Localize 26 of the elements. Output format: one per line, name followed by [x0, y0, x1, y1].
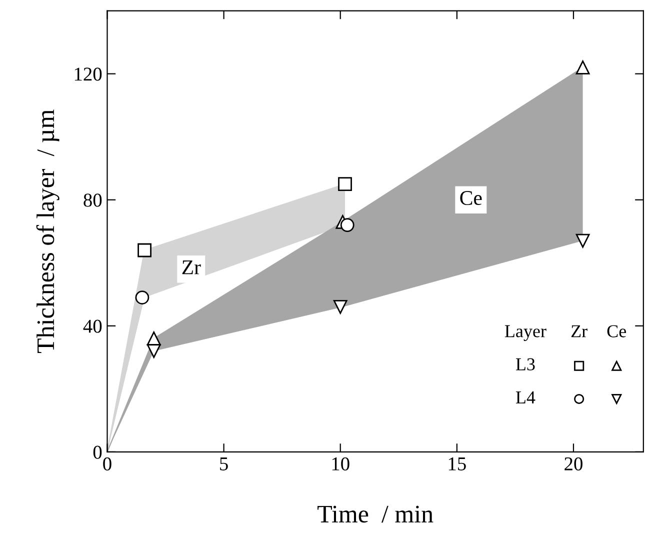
point	[333, 300, 348, 314]
point	[135, 290, 150, 304]
point	[338, 177, 352, 192]
y-tick-label: 120	[74, 68, 102, 81]
point	[138, 243, 152, 258]
y-tick-label: 80	[84, 194, 102, 207]
annotation: Zr	[571, 325, 588, 338]
x-tick-label: 10	[332, 457, 350, 470]
point	[576, 60, 590, 74]
y-tick-label: 40	[83, 320, 102, 333]
x-tick-label: 5	[220, 458, 228, 470]
x-tick-label: 15	[448, 457, 466, 470]
annotation: L3	[516, 358, 535, 370]
point	[340, 218, 354, 232]
annotation: Layer	[504, 325, 546, 341]
y-axis-title: Thickness of layer / µm	[36, 110, 60, 353]
annotation: Ce	[460, 191, 482, 206]
x-tick-label: 20	[564, 457, 582, 470]
x-tick-label: 0	[103, 457, 112, 470]
point	[576, 234, 590, 248]
x-axis-title: Time / min	[318, 506, 434, 523]
point	[146, 344, 161, 358]
annotation: Zr	[182, 260, 201, 274]
annotation: L4	[516, 391, 536, 404]
y-tick-label: 0	[93, 446, 102, 459]
annotation: Ce	[607, 325, 626, 338]
